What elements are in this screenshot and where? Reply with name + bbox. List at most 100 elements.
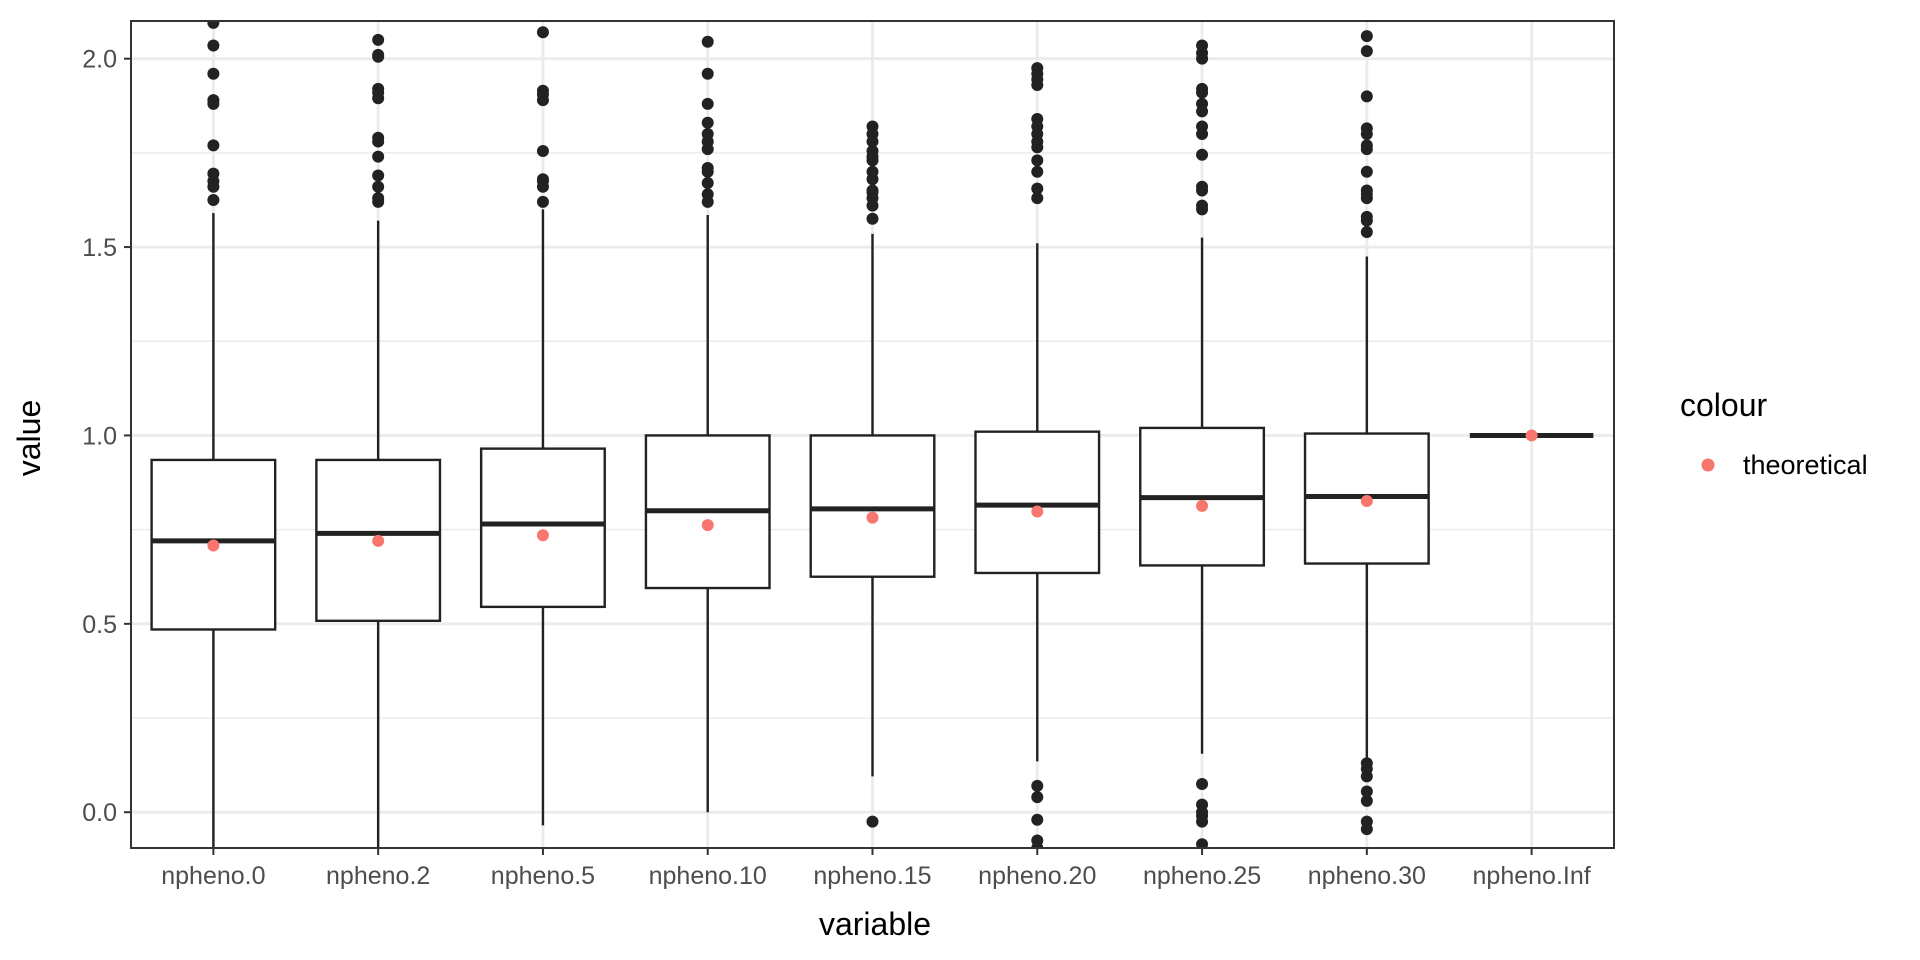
- outlier-point: [866, 144, 879, 157]
- outlier-point: [372, 131, 385, 144]
- outlier-point: [1360, 225, 1373, 238]
- outlier-point: [1196, 39, 1209, 52]
- theoretical-points-layer: [207, 429, 1538, 552]
- theoretical-point: [1031, 505, 1044, 518]
- outlier-point: [372, 180, 385, 193]
- outlier-point: [372, 33, 385, 46]
- theoretical-point: [866, 511, 879, 524]
- outlier-point: [1196, 777, 1209, 790]
- box-npheno.25: [1139, 39, 1266, 848]
- outlier-point: [1360, 139, 1373, 152]
- outlier-point: [1196, 82, 1209, 95]
- outlier-point: [701, 35, 714, 48]
- outlier-point: [1360, 165, 1373, 178]
- outlier-point: [207, 139, 220, 152]
- outlier-point: [866, 815, 879, 828]
- theoretical-point: [1525, 429, 1538, 442]
- box-iqr: [974, 430, 1101, 575]
- axes-layer: 0.0 0.5 1.0 1.5 2.0 npheno.0 npheno.2 npheno.5 n…: [82, 20, 1615, 890]
- outlier-point: [1360, 210, 1373, 223]
- outlier-point: [207, 193, 220, 206]
- box-npheno.5: [479, 26, 606, 826]
- y-tick-label: 1.5: [82, 234, 117, 262]
- outlier-point: [1360, 785, 1373, 798]
- x-tick-label: npheno.Inf: [1473, 862, 1591, 890]
- outlier-point: [1196, 148, 1209, 161]
- theoretical-point: [1196, 499, 1209, 512]
- outlier-point: [536, 173, 549, 186]
- theoretical-point: [1360, 494, 1373, 507]
- outlier-point: [372, 150, 385, 163]
- outlier-point: [701, 161, 714, 174]
- x-tick-label: npheno.20: [978, 862, 1096, 890]
- x-axis-label: variable: [819, 906, 931, 942]
- box-npheno.2: [315, 33, 442, 848]
- box-npheno.10: [644, 35, 771, 813]
- outlier-point: [1360, 815, 1373, 828]
- outlier-point: [207, 67, 220, 80]
- outlier-point: [372, 48, 385, 61]
- outlier-point: [866, 184, 879, 197]
- y-tick-label: 2.0: [82, 46, 117, 74]
- legend-title: colour: [1680, 387, 1768, 423]
- outlier-point: [1360, 30, 1373, 43]
- outlier-point: [536, 195, 549, 208]
- box-npheno.15: [809, 120, 936, 828]
- theoretical-point: [207, 539, 220, 552]
- outlier-point: [207, 167, 220, 180]
- outlier-point: [1360, 757, 1373, 770]
- outlier-point: [1031, 791, 1044, 804]
- x-tick-label: npheno.30: [1308, 862, 1426, 890]
- outlier-point: [1031, 165, 1044, 178]
- outlier-point: [207, 94, 220, 107]
- outlier-point: [1196, 199, 1209, 212]
- outlier-point: [866, 165, 879, 178]
- outlier-point: [1031, 813, 1044, 826]
- outlier-point: [536, 144, 549, 157]
- outlier-point: [372, 192, 385, 205]
- outlier-point: [536, 84, 549, 97]
- outlier-point: [207, 21, 220, 29]
- outlier-point: [701, 67, 714, 80]
- outlier-point: [1360, 45, 1373, 58]
- theoretical-point: [701, 519, 714, 532]
- outlier-point: [701, 97, 714, 110]
- x-tick-label: npheno.2: [326, 862, 430, 890]
- box-iqr: [479, 447, 606, 609]
- outlier-point: [1360, 794, 1373, 807]
- legend-label-theoretical: theoretical: [1743, 450, 1868, 480]
- outlier-point: [1196, 180, 1209, 193]
- outlier-point: [372, 82, 385, 95]
- theoretical-point: [372, 534, 385, 547]
- outlier-point: [1196, 97, 1209, 110]
- x-tick-label: npheno.15: [813, 862, 931, 890]
- outlier-point: [372, 169, 385, 182]
- outlier-point: [701, 116, 714, 129]
- y-tick-label: 1.0: [82, 422, 117, 450]
- outlier-point: [1031, 192, 1044, 205]
- outlier-point: [866, 120, 879, 133]
- box-npheno.20: [974, 62, 1101, 848]
- outlier-point: [1360, 122, 1373, 135]
- outlier-point: [1031, 834, 1044, 847]
- outlier-point: [701, 128, 714, 141]
- outlier-point: [1031, 154, 1044, 167]
- outlier-point: [1031, 62, 1044, 75]
- outlier-point: [701, 177, 714, 190]
- outlier-point: [1360, 90, 1373, 103]
- outlier-point: [207, 39, 220, 52]
- y-tick-label: 0.5: [82, 611, 117, 639]
- outlier-point: [701, 188, 714, 201]
- theoretical-point: [536, 529, 549, 542]
- x-tick-label: npheno.0: [161, 862, 265, 890]
- x-tick-label: npheno.25: [1143, 862, 1261, 890]
- outlier-point: [1031, 112, 1044, 125]
- outlier-point: [536, 26, 549, 39]
- outlier-point: [1031, 779, 1044, 792]
- outlier-point: [866, 212, 879, 225]
- legend-key-theoretical: [1701, 458, 1715, 472]
- x-tick-label: npheno.5: [491, 862, 595, 890]
- legend: colour theoretical: [1680, 387, 1868, 480]
